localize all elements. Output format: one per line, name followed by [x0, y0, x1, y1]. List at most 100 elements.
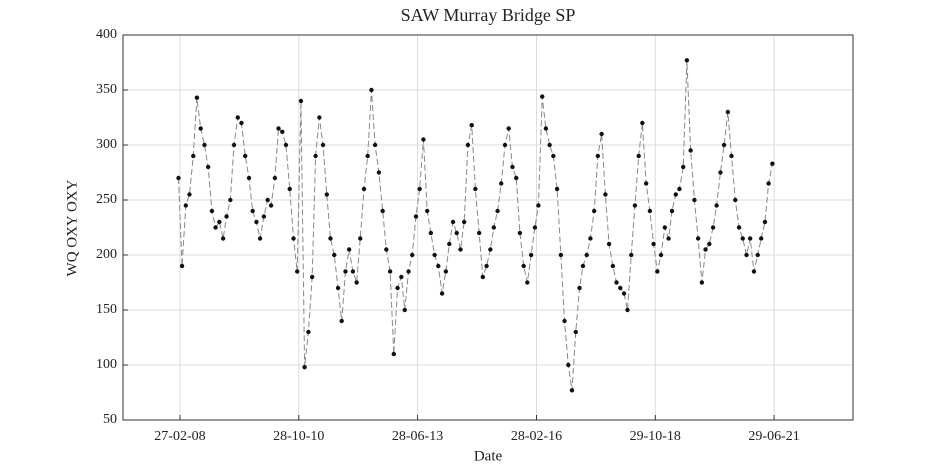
data-point: [688, 148, 693, 153]
data-point: [458, 247, 463, 252]
data-point: [320, 142, 326, 148]
data-point: [376, 170, 382, 175]
data-point: [369, 87, 374, 93]
data-point: [603, 192, 608, 197]
data-point: [744, 252, 749, 258]
data-point: [432, 252, 437, 258]
x-tick-label: 28-02-16: [511, 429, 562, 444]
data-point: [276, 126, 281, 131]
data-point: [554, 186, 560, 192]
data-point: [179, 263, 185, 269]
y-tick-label: 100: [96, 357, 117, 372]
data-point: [384, 247, 389, 252]
data-point: [250, 208, 255, 214]
data-point: [205, 164, 211, 170]
data-point: [287, 186, 292, 192]
data-point: [231, 142, 237, 148]
data-point: [235, 115, 240, 120]
data-point: [525, 280, 530, 285]
data-point: [224, 214, 229, 219]
data-point: [710, 225, 716, 230]
data-point: [332, 252, 337, 258]
data-point: [629, 252, 634, 258]
data-point: [358, 236, 363, 241]
data-point: [547, 142, 552, 148]
data-point: [699, 280, 705, 285]
data-point: [707, 241, 712, 247]
data-point: [439, 291, 445, 296]
data-point: [658, 252, 664, 258]
data-point: [391, 351, 396, 357]
data-point: [484, 263, 489, 269]
data-point: [480, 274, 486, 280]
data-point: [669, 208, 675, 214]
data-point: [402, 307, 407, 313]
data-point: [580, 263, 586, 269]
data-point: [350, 269, 356, 274]
x-tick-label: 28-10-10: [273, 429, 324, 444]
y-tick-label: 400: [96, 27, 117, 42]
data-point: [599, 131, 604, 137]
data-point: [762, 219, 768, 225]
data-point: [488, 247, 493, 252]
data-point: [755, 252, 760, 258]
data-point: [202, 142, 207, 148]
plot-frame: [122, 34, 854, 421]
data-point: [328, 236, 333, 241]
data-point: [718, 170, 723, 175]
data-point: [551, 153, 556, 159]
data-point: [428, 230, 434, 236]
data-point: [573, 329, 578, 335]
data-point: [361, 186, 367, 192]
y-tick-label: 200: [96, 247, 117, 262]
data-point: [343, 269, 348, 274]
data-point: [387, 269, 393, 274]
data-point: [643, 181, 649, 186]
data-point: [421, 137, 426, 142]
data-point: [317, 115, 322, 120]
data-point: [703, 247, 708, 252]
data-point: [272, 175, 278, 181]
data-point: [220, 236, 226, 241]
data-point: [254, 219, 259, 225]
data-point: [740, 236, 745, 241]
data-point: [666, 236, 671, 241]
data-point: [684, 58, 690, 63]
y-tick-label: 250: [96, 192, 117, 207]
data-point: [502, 142, 508, 148]
data-point: [409, 252, 415, 258]
data-point: [632, 203, 638, 208]
data-point: [532, 225, 538, 230]
data-point: [424, 208, 430, 214]
data-point: [770, 161, 775, 166]
data-point: [228, 197, 233, 203]
data-point: [491, 225, 496, 230]
data-point: [566, 362, 571, 368]
data-point: [640, 120, 645, 126]
data-point: [183, 203, 189, 208]
data-point: [677, 186, 682, 192]
data-point: [662, 225, 667, 230]
data-line: [178, 60, 773, 391]
data-point: [261, 214, 267, 219]
data-point: [621, 291, 627, 296]
data-point: [499, 181, 504, 186]
data-point: [725, 109, 731, 115]
data-point: [194, 95, 200, 100]
data-point: [243, 153, 248, 159]
data-point: [495, 208, 500, 214]
data-point: [766, 181, 771, 186]
data-point: [543, 126, 549, 131]
data-point: [450, 219, 456, 225]
data-point: [372, 142, 378, 148]
data-point: [747, 236, 753, 241]
data-point: [306, 329, 311, 335]
data-point: [610, 263, 616, 269]
y-tick-label: 50: [103, 412, 117, 427]
x-tick-label: 29-06-21: [748, 429, 799, 444]
data-point: [298, 98, 304, 104]
data-point: [618, 285, 623, 291]
data-point: [606, 241, 612, 247]
